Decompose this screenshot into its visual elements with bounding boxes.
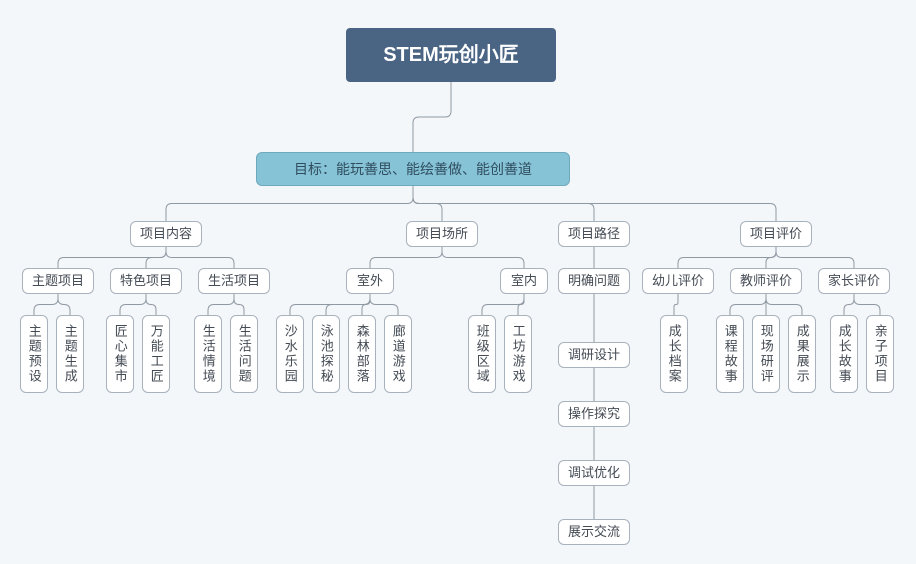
node-l15: 现场研评 (752, 315, 780, 393)
edge-goal-c2 (413, 186, 442, 221)
edge-c1c-l5 (208, 294, 234, 315)
node-l16: 成果展示 (788, 315, 816, 393)
node-l2: 主题生成 (56, 315, 84, 393)
edge-c1b-l4 (146, 294, 156, 315)
edge-c1c-l6 (234, 294, 244, 315)
edge-c2a-l9 (362, 294, 370, 315)
node-c4c: 家长评价 (818, 268, 890, 294)
edge-c1-c1b (146, 247, 166, 268)
edge-c4c-l18 (854, 294, 880, 315)
edge-c1-c1c (166, 247, 234, 268)
node-p2: 调研设计 (558, 342, 630, 368)
node-c1b: 特色项目 (110, 268, 182, 294)
node-l13: 成长档案 (660, 315, 688, 393)
edge-c2b-l11 (482, 294, 524, 315)
node-l10: 廊道游戏 (384, 315, 412, 393)
node-l8: 泳池探秘 (312, 315, 340, 393)
edge-c4b-l16 (766, 294, 802, 315)
node-l14: 课程故事 (716, 315, 744, 393)
node-goal: 目标：能玩善思、能绘善做、能创善道 (256, 152, 570, 186)
edge-c1-c1a (58, 247, 166, 268)
edge-c1a-l2 (58, 294, 70, 315)
node-l12: 工坊游戏 (504, 315, 532, 393)
edge-c2-c2b (442, 247, 524, 268)
node-l17: 成长故事 (830, 315, 858, 393)
edge-c4c-l17 (844, 294, 854, 315)
node-c2: 项目场所 (406, 221, 478, 247)
edge-c2-c2a (370, 247, 442, 268)
node-c4: 项目评价 (740, 221, 812, 247)
edge-c4-c4b (766, 247, 776, 268)
edge-c4-c4a (678, 247, 776, 268)
node-l3: 匠心集市 (106, 315, 134, 393)
node-l18: 亲子项目 (866, 315, 894, 393)
node-c3a: 明确问题 (558, 268, 630, 294)
node-l1: 主题预设 (20, 315, 48, 393)
node-c3: 项目路径 (558, 221, 630, 247)
node-c2a: 室外 (346, 268, 394, 294)
edge-goal-c3 (413, 186, 594, 221)
node-l4: 万能工匠 (142, 315, 170, 393)
node-l9: 森林部落 (348, 315, 376, 393)
edge-goal-c4 (413, 186, 776, 221)
node-l11: 班级区域 (468, 315, 496, 393)
node-l6: 生活问题 (230, 315, 258, 393)
edge-c2b-l12 (518, 294, 524, 315)
node-c1c: 生活项目 (198, 268, 270, 294)
edge-c1a-l1 (34, 294, 58, 315)
edge-root-goal (413, 82, 451, 152)
edge-c4b-l14 (730, 294, 766, 315)
edge-c2a-l7 (290, 294, 370, 315)
edge-c4-c4c (776, 247, 854, 268)
node-p5: 展示交流 (558, 519, 630, 545)
node-c4b: 教师评价 (730, 268, 802, 294)
node-root: STEM玩创小匠 (346, 28, 556, 82)
node-c1a: 主题项目 (22, 268, 94, 294)
edge-c1b-l3 (120, 294, 146, 315)
node-c2b: 室内 (500, 268, 548, 294)
node-p4: 调试优化 (558, 460, 630, 486)
node-l7: 沙水乐园 (276, 315, 304, 393)
node-c4a: 幼儿评价 (642, 268, 714, 294)
node-c1: 项目内容 (130, 221, 202, 247)
edge-c2a-l10 (370, 294, 398, 315)
node-l5: 生活情境 (194, 315, 222, 393)
node-p3: 操作探究 (558, 401, 630, 427)
edge-c4a-l13 (674, 294, 678, 315)
edge-goal-c1 (166, 186, 413, 221)
edge-c2a-l8 (326, 294, 370, 315)
